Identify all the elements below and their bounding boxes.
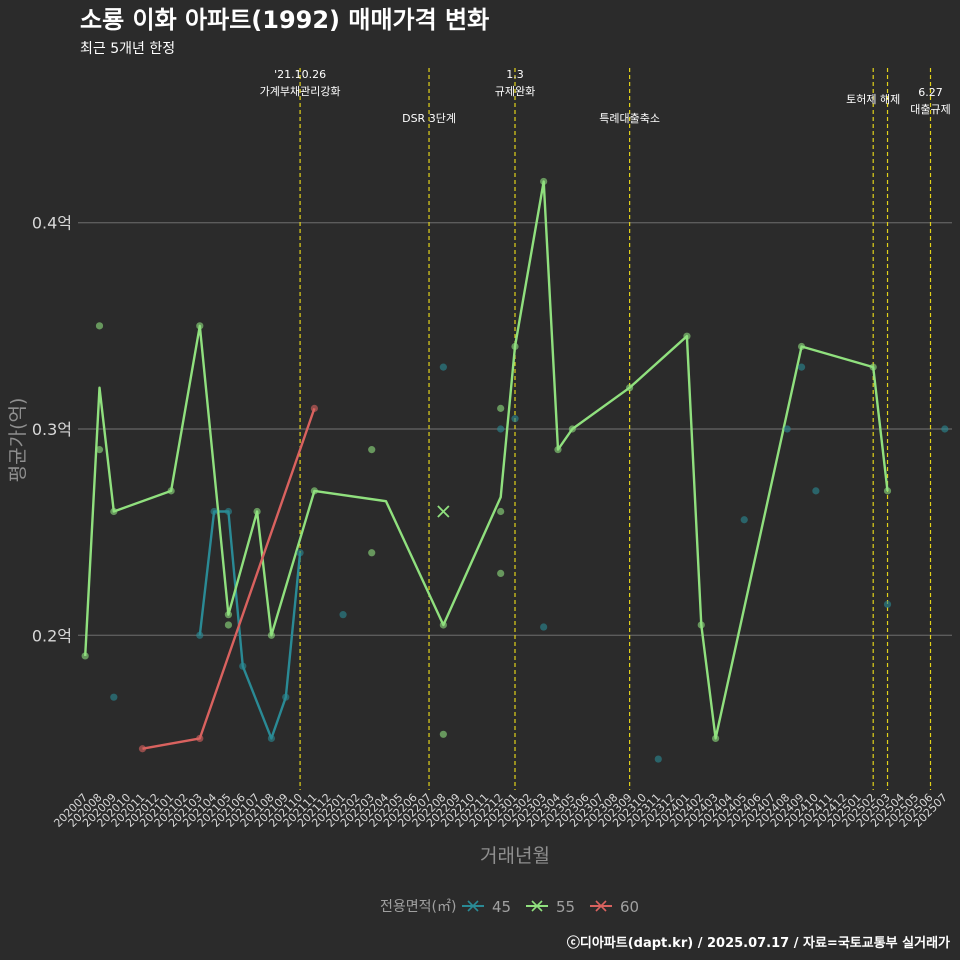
data-point [81,652,89,660]
data-point [783,425,791,433]
data-point [110,507,118,516]
legend-label: 45 [492,898,511,916]
event-label: 6.27 [918,86,943,99]
legend-item-45: 45 [462,898,511,916]
data-point [196,631,204,639]
legend-title: 전용면적(㎡) [380,899,456,915]
legend-label: 60 [620,898,639,916]
series-line-55 [84,180,889,740]
data-point [497,425,505,433]
data-point [497,507,505,516]
chart-title: 소룡 이화 아파트(1992) 매매가격 변화 [80,6,489,34]
event-label: 대출규제 [910,103,950,116]
chart-subtitle: 최근 5개년 한정 [80,41,175,57]
y-tick-label: 0.3억 [32,420,72,439]
legend-item-60: 60 [590,898,639,916]
data-point [554,446,562,454]
data-point [626,384,634,392]
data-point [869,363,877,371]
data-point [95,446,104,454]
event-label: 규제완화 [495,85,535,98]
event-label: 특례대출축소 [599,112,660,125]
y-tick-label: 0.4억 [32,214,72,233]
data-point [239,662,247,670]
data-point [224,621,233,629]
y-axis-label: 평균가(억) [7,398,29,483]
data-point [568,425,576,433]
data-point [797,342,806,351]
data-point [339,611,347,619]
event-label: 1.3 [506,68,524,81]
legend-swatch-cross [531,900,543,912]
data-point [439,621,447,629]
data-point [138,745,147,753]
data-point [511,415,519,423]
data-point [110,693,118,701]
x-axis-ticks: 2020072020082020092020102020112020122021… [51,791,950,830]
data-point [883,600,892,608]
data-point [540,177,548,186]
data-point [368,446,376,454]
data-point [224,507,233,516]
data-point [267,631,276,639]
legend-label: 55 [556,898,575,916]
data-point-cross [437,505,450,518]
data-point [167,487,175,495]
event-label: '21.10.26 [274,68,326,81]
series-points [81,177,949,763]
data-point [95,322,104,330]
data-point [797,363,806,371]
data-point [683,332,691,340]
event-label: 가계부채관리강화 [260,85,341,98]
data-point [196,322,204,330]
caption: ⓒ디아파트(dapt.kr) / 2025.07.17 / 자료=국토교통부 실… [567,935,950,951]
x-axis-label: 거래년월 [480,845,550,867]
data-point [282,693,290,701]
series-lines [84,180,889,750]
data-point [497,569,505,578]
legend-item-55: 55 [526,898,575,916]
event-label: DSR 3단계 [402,112,456,125]
y-tick-label: 0.2억 [32,626,72,645]
legend: 전용면적(㎡) 45 55 60 [380,898,639,916]
data-point [511,342,519,351]
data-point [711,734,720,743]
data-point [697,621,705,629]
data-point [941,425,949,433]
data-point [267,734,276,743]
event-lines [299,68,932,790]
data-point [224,611,233,619]
series-line-45 [198,510,302,740]
data-point [253,507,261,516]
data-point [439,730,447,738]
legend-swatch-cross [595,900,607,912]
data-point [210,507,218,516]
data-point [654,755,662,763]
data-point [812,487,820,495]
y-axis-ticks: 0.2억 0.3억 0.4억 [32,214,72,646]
data-point [540,623,548,631]
data-point [196,734,204,743]
data-point [740,516,748,524]
data-point [439,363,447,371]
data-point [296,549,304,557]
legend-swatch-cross [467,900,479,912]
data-point [883,487,892,495]
data-point [368,549,376,557]
event-label: 토허제 해제 [846,92,900,106]
data-point [310,404,319,412]
data-point [310,487,319,495]
data-point [497,404,505,412]
